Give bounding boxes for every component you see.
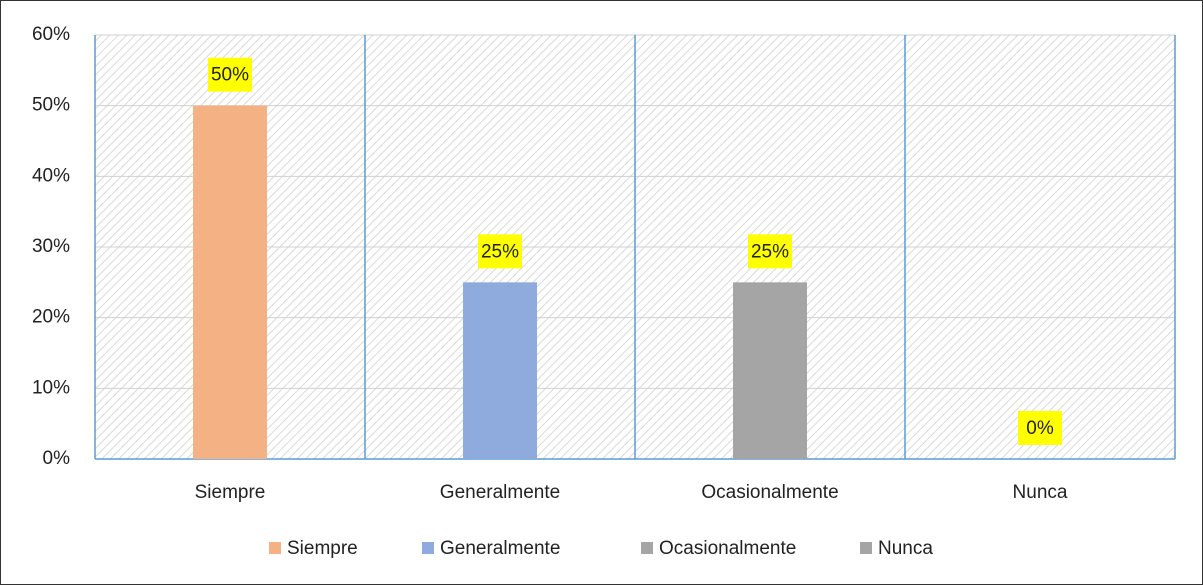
- legend-label: Ocasionalmente: [659, 538, 796, 559]
- data-label-box: [478, 234, 522, 269]
- y-tick-label: 30%: [32, 236, 70, 257]
- data-label-box: [208, 57, 252, 92]
- data-label: 50%: [211, 65, 249, 86]
- bar: [733, 282, 807, 459]
- legend-label: Generalmente: [440, 538, 560, 559]
- y-tick-label: 10%: [32, 377, 70, 398]
- legend-label: Nunca: [878, 538, 933, 559]
- y-tick-label: 50%: [32, 95, 70, 116]
- bar: [463, 282, 537, 459]
- y-tick-label: 40%: [32, 165, 70, 186]
- x-tick-label: Generalmente: [440, 482, 560, 503]
- data-label: 25%: [481, 241, 519, 262]
- data-label: 25%: [751, 241, 789, 262]
- legend-swatch: [422, 542, 434, 554]
- legend-swatch: [641, 542, 653, 554]
- data-label-box: [1018, 411, 1062, 445]
- y-tick-label: 20%: [32, 307, 70, 328]
- data-label: 0%: [1026, 418, 1054, 439]
- legend-swatch: [269, 542, 281, 554]
- y-tick-label: 0%: [43, 448, 71, 469]
- legend-swatch: [860, 542, 872, 554]
- legend-label: Siempre: [287, 538, 358, 559]
- bar: [193, 105, 267, 460]
- data-label-box: [748, 234, 792, 269]
- x-tick-label: Siempre: [195, 482, 266, 503]
- y-tick-label: 60%: [32, 24, 70, 45]
- x-tick-label: Nunca: [1013, 482, 1068, 503]
- x-tick-label: Ocasionalmente: [701, 482, 838, 503]
